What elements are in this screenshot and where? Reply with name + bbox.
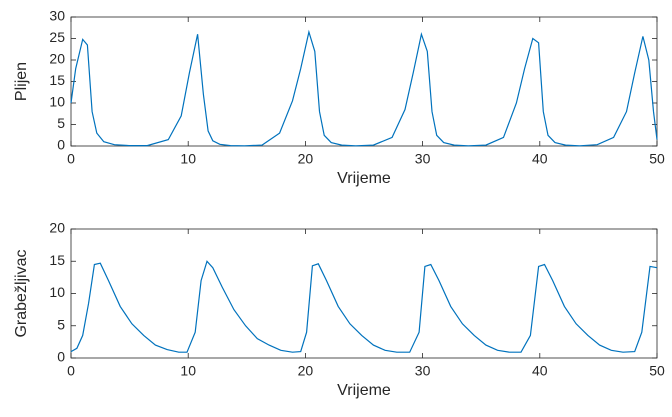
- x-tick-label: 30: [415, 363, 431, 379]
- axes-box: [70, 228, 658, 359]
- data-line: [70, 29, 658, 147]
- y-tick-label: 20: [49, 220, 65, 236]
- axes-box: [70, 16, 658, 147]
- y-tick-label: 0: [57, 349, 65, 365]
- x-tick-label: 20: [298, 363, 314, 379]
- data-line: [70, 260, 658, 353]
- y-tick-label: 0: [57, 137, 65, 153]
- x-tick-label: 30: [415, 151, 431, 167]
- x-tick-label: 40: [532, 151, 548, 167]
- y-tick-label: 5: [57, 316, 65, 332]
- y-tick-label: 15: [49, 72, 65, 88]
- x-tick-label: 0: [67, 363, 75, 379]
- y-axis-label: Grabežljivac: [13, 249, 30, 337]
- x-tick-label: 10: [180, 363, 196, 379]
- x-axis-label: Vrijeme: [337, 170, 391, 187]
- x-axis-label: Vrijeme: [337, 382, 391, 399]
- x-tick-label: 20: [298, 151, 314, 167]
- x-tick-label: 50: [649, 151, 665, 167]
- y-tick-label: 10: [49, 284, 65, 300]
- y-tick-label: 15: [49, 252, 65, 268]
- y-tick-label: 5: [57, 115, 65, 131]
- x-tick-label: 50: [649, 363, 665, 379]
- y-tick-label: 20: [49, 51, 65, 67]
- y-tick-label: 10: [49, 94, 65, 110]
- y-tick-label: 25: [49, 29, 65, 45]
- y-tick-label: 30: [49, 8, 65, 24]
- y-axis-label: Plijen: [13, 62, 30, 101]
- x-tick-label: 0: [67, 151, 75, 167]
- x-tick-label: 10: [180, 151, 196, 167]
- x-tick-label: 40: [532, 363, 548, 379]
